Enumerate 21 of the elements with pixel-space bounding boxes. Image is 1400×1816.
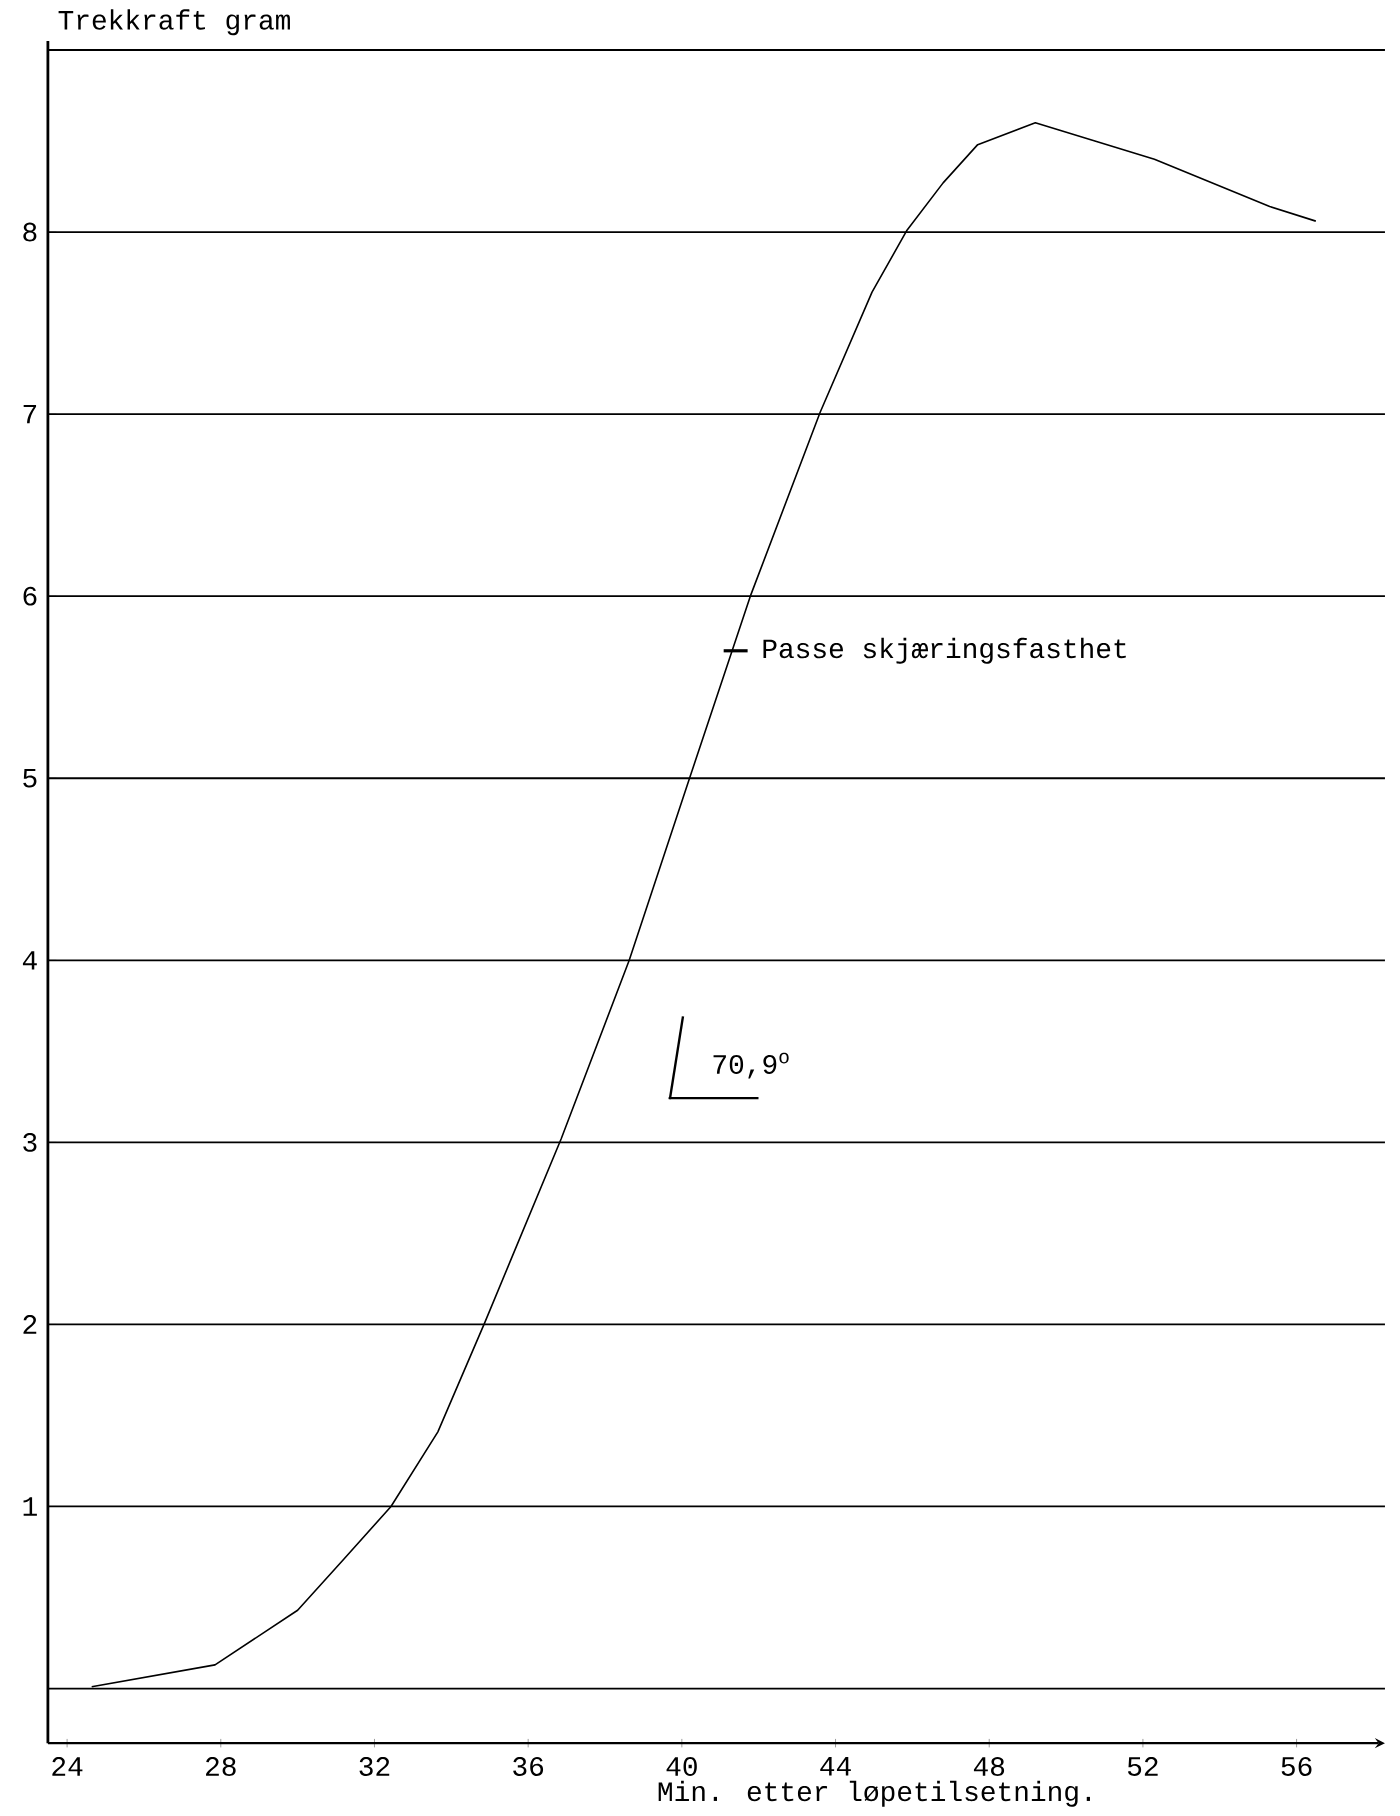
- y-tick-label: 6: [23, 586, 37, 606]
- x-axis-title: Min. etter løpetilsetning.: [658, 1780, 1091, 1807]
- x-tick-label: 52: [1128, 1757, 1158, 1776]
- y-tick-label: 3: [23, 1132, 37, 1152]
- y-tick-label: 7: [23, 404, 37, 424]
- annotation: Passe skjæringsfasthet: [763, 637, 1126, 664]
- y-tick-label: 5: [23, 768, 37, 788]
- y-tick-label: 1: [23, 1497, 37, 1516]
- x-tick-label: 40: [666, 1757, 697, 1776]
- y-tick-label: 2: [23, 1315, 37, 1334]
- x-tick-label: 32: [359, 1757, 390, 1776]
- x-tick-label: 24: [52, 1757, 83, 1776]
- x-tick-label: 36: [513, 1757, 544, 1776]
- y-axis-title: Trekkraft gram: [58, 9, 290, 36]
- y-tick-label: 4: [22, 951, 37, 970]
- annotation: 70,9$^{o}$: [713, 1052, 789, 1079]
- y-tick-label: 8: [23, 222, 37, 242]
- x-tick-label: 28: [206, 1757, 236, 1776]
- x-tick-label: 48: [973, 1757, 1005, 1776]
- x-tick-label: 56: [1281, 1757, 1312, 1776]
- x-tick-label: 44: [820, 1757, 851, 1776]
